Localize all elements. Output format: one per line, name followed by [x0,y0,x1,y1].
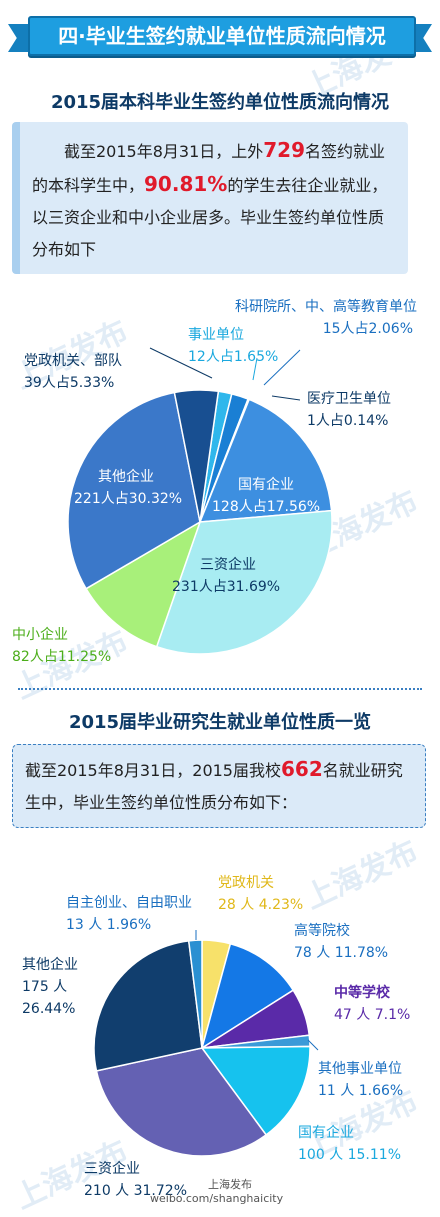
pie2-slice-6 [93,939,203,1072]
pie1-label-yiliao: 医疗卫生单位 1人占0.14% [307,391,391,429]
pie1-slice-6 [67,391,201,590]
pie2-label-zhongdeng: 中等学校 47 人 7.1% [334,985,411,1023]
pie2-label-guoyou: 国有企业 100 人 15.11% [298,1125,402,1163]
pie2-slice-7 [187,939,203,1049]
pie2-slice-4 [200,1045,311,1136]
section1-title: 2015届本科毕业生签约单位性质流向情况 [50,92,390,113]
section2-intro-box: 截至2015年8月31日，2015届我校662名就业研究生中，毕业生签约单位性质… [12,744,426,828]
banner-title: 四·毕业生签约就业单位性质流向情况 [28,16,416,56]
section2-intro: 截至2015年8月31日，2015届我校662名就业研究生中，毕业生签约单位性质… [25,757,403,812]
leader-lines-2 [195,930,319,1051]
pie1-label-keyan: 科研院所、中、高等教育单位 15人占2.06% [235,299,417,337]
pie2-label-qita-pct: 26.44% [22,1001,76,1017]
pie1-label-sanzi: 三资企业 231人占31.69% [172,557,281,595]
section1-intro: 截至2015年8月31日，上外729名签约就业的本科学生中，90.81%的学生去… [32,138,388,259]
section1-intro-box: 截至2015年8月31日，上外729名签约就业的本科学生中，90.81%的学生去… [12,122,408,274]
pie2-label-qitashiye: 其他事业单位 11 人 1.66% [318,1061,404,1099]
banner: 四·毕业生签约就业单位性质流向情况 [0,8,440,58]
pie1-label-shiye: 事业单位 12人占1.65% [188,327,279,365]
leader-lines-1 [149,347,301,401]
pie1-slice-3 [198,398,333,523]
pie2-label-sanzi: 三资企业 210 人 31.72% [84,1161,188,1199]
pie2-label-qita-count: 175 人 [22,979,68,995]
pie1-slice-5 [85,520,202,648]
pie2-label-gaodeng: 高等院校 78 人 11.78% [294,923,389,961]
footer-brand: 上海发布 [208,1178,252,1191]
pie1-label-qita: 其他企业 221人占30.32% [74,469,183,507]
pie2-slice-1 [200,942,295,1050]
section2-title: 2015届毕业研究生就业单位性质一览 [68,712,372,733]
pie2-label-dangzheng: 党政机关 28 人 4.23% [218,875,304,913]
pie1-slice-4 [155,509,333,655]
section2-count: 662 [280,757,323,781]
pie2-label-zizhu: 自主创业、自由职业 13 人 1.96% [66,895,192,933]
pie2-slice-5 [95,1047,268,1157]
footer: 上海发布 weibo.com/shanghaicity [150,1178,283,1206]
pie1-slice-7 [173,389,220,523]
section1-count: 729 [263,138,306,162]
pie1-label-guoyou: 国有企业 128人占17.56% [212,477,321,515]
pie2-label-qita: 其他企业 175 人 26.44% [22,954,78,1020]
pie1-label-dangzheng: 党政机关、部队 39人占5.33% [24,353,122,391]
section1-percent: 90.81% [144,172,228,196]
banner-ribbon-left [8,24,30,52]
footer-url: weibo.com/shanghaicity [150,1192,284,1205]
pie1-label-zhongxiao: 中小企业 82人占11.25% [12,627,112,665]
section-divider [18,688,422,690]
